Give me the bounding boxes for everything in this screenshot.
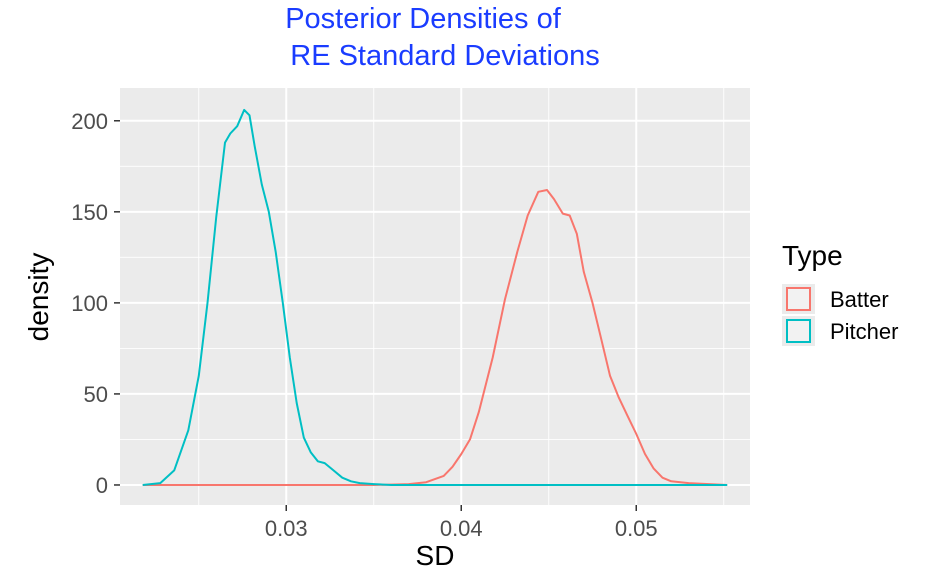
y-tick-label: 50: [84, 382, 108, 407]
y-tick-label: 200: [71, 109, 108, 134]
x-tick-labels: 0.03 0.04 0.05: [265, 516, 658, 541]
x-axis-title: SD: [416, 540, 455, 571]
y-tick-label: 100: [71, 291, 108, 316]
axis-ticks: [114, 120, 637, 511]
y-tick-label: 0: [96, 473, 108, 498]
x-tick-label: 0.03: [265, 516, 308, 541]
x-tick-label: 0.05: [615, 516, 658, 541]
legend-label-batter: Batter: [830, 287, 889, 312]
grid-minor: [120, 88, 750, 505]
x-tick-label: 0.04: [440, 516, 483, 541]
y-tick-labels: 0 50 100 150 200: [71, 109, 108, 498]
chart-title-line-2: RE Standard Deviations: [290, 40, 600, 72]
plot-panel: [120, 88, 750, 505]
legend-swatch-pitcher: [786, 319, 811, 343]
series-lines: [142, 108, 728, 486]
y-tick-label: 150: [71, 200, 108, 225]
legend-title: Type: [782, 240, 843, 271]
legend-entries: Batter Pitcher: [782, 284, 898, 346]
y-axis-title: density: [23, 253, 54, 342]
legend-label-pitcher: Pitcher: [830, 319, 898, 344]
series-line-batter: [142, 189, 728, 486]
legend-swatch-batter: [786, 287, 811, 311]
series-line-pitcher: [142, 108, 728, 486]
legend: Type Batter Pitcher: [782, 240, 898, 346]
chart-title-line-1: Posterior Densities of: [285, 3, 562, 35]
